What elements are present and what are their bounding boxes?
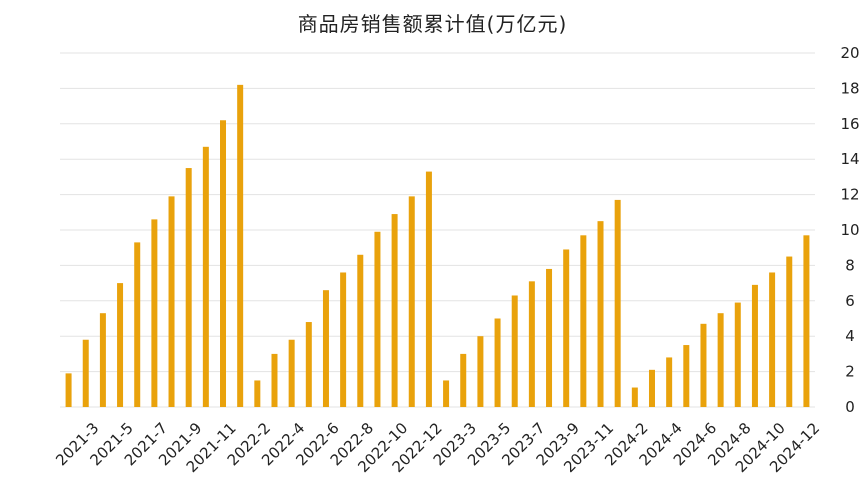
bar-2021-3 [82, 339, 89, 407]
bar-2022-7 [340, 272, 347, 407]
bar-2023-6 [511, 295, 518, 407]
bar-2024-7 [717, 313, 724, 407]
bar-2021-10 [202, 146, 209, 407]
y-tick-label: 6 [845, 292, 855, 310]
bar-2021-11 [220, 120, 227, 407]
y-tick-label: 16 [840, 115, 859, 133]
chart-title: 商品房销售额累计值(万亿元) [297, 12, 568, 36]
bar-2024-3 [648, 369, 655, 407]
y-tick-label: 8 [845, 256, 855, 274]
bar-2021-7 [151, 219, 158, 407]
bar-2024-2 [631, 387, 638, 407]
bar-2021-2 [65, 373, 72, 407]
y-axis-ticks: 0 2 4 6 8 10 12 14 16 18 20 [840, 44, 859, 416]
bar-2023-12 [614, 199, 621, 407]
bar-2023-7 [528, 281, 535, 407]
bar-2023-11 [597, 221, 604, 407]
bar-2022-11 [408, 196, 415, 407]
x-axis-ticks: 2021-32021-52021-72021-92021-112022-2202… [52, 419, 823, 476]
bar-2021-12 [237, 84, 244, 408]
y-tick-label: 4 [845, 327, 855, 345]
bar-2022-6 [322, 290, 329, 407]
y-tick-label: 10 [840, 221, 859, 239]
bar-2024-12 [803, 235, 810, 407]
bar-2022-12 [425, 171, 432, 407]
bar-2021-6 [134, 242, 141, 407]
bar-2022-2 [254, 380, 261, 407]
bar-2021-4 [99, 313, 106, 407]
y-tick-label: 0 [845, 398, 855, 416]
y-tick-label: 18 [840, 79, 859, 97]
bar-2023-9 [563, 249, 570, 407]
bar-2021-9 [185, 168, 192, 407]
bar-2022-10 [391, 214, 398, 407]
bar-2024-11 [786, 256, 793, 407]
bar-2024-8 [734, 302, 741, 407]
bar-2024-5 [683, 345, 690, 407]
bar-2024-6 [700, 323, 707, 407]
bar-2023-10 [580, 235, 587, 407]
bar-2024-10 [769, 272, 776, 407]
bar-2023-5 [494, 318, 501, 407]
bar-2024-4 [666, 357, 673, 407]
y-tick-label: 12 [840, 186, 859, 204]
bar-2023-4 [477, 336, 484, 407]
y-tick-label: 2 [845, 363, 855, 381]
bar-2022-9 [374, 231, 381, 407]
y-tick-label: 14 [840, 150, 859, 168]
bar-2022-4 [288, 339, 295, 407]
y-tick-label: 20 [840, 44, 859, 62]
bar-2022-3 [271, 353, 278, 407]
bar-2021-8 [168, 196, 175, 407]
bars [65, 84, 810, 408]
bar-2022-5 [305, 322, 312, 407]
bar-2023-2 [443, 380, 450, 407]
bar-2023-8 [546, 268, 553, 407]
bar-2023-3 [460, 353, 467, 407]
bar-2022-8 [357, 254, 364, 407]
bar-2024-9 [751, 284, 758, 407]
bar-2021-5 [117, 283, 124, 407]
